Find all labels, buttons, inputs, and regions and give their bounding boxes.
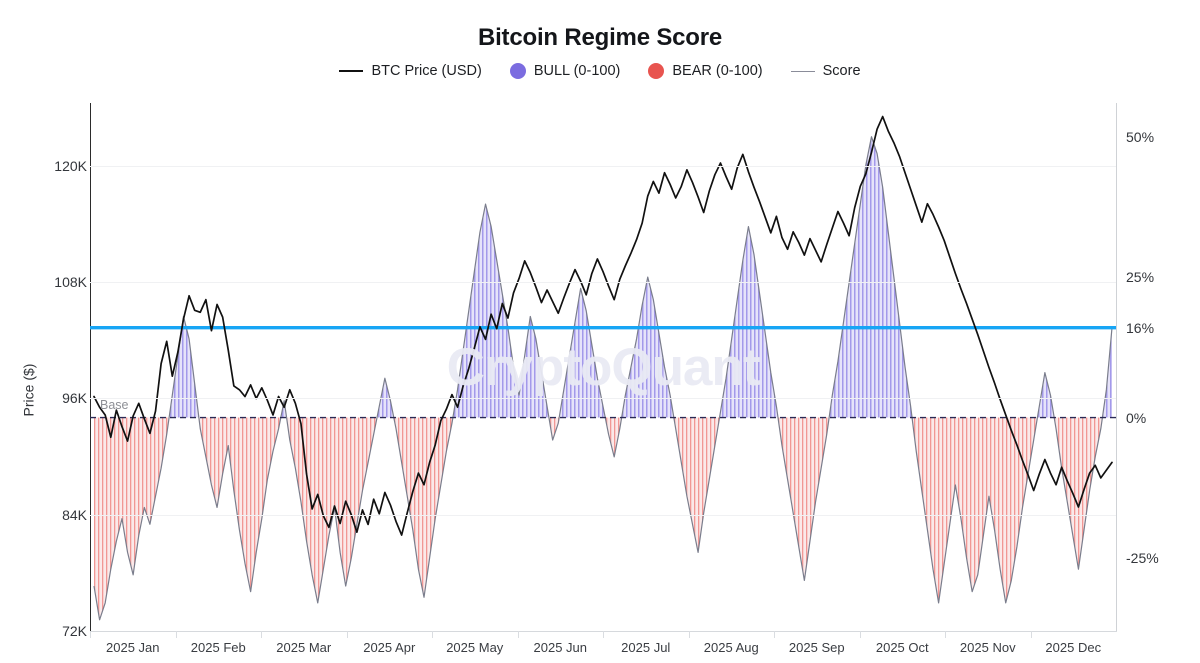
gridline: [90, 165, 1116, 167]
bull-area: [559, 288, 606, 418]
x-axis-tick-mark: [517, 631, 519, 638]
bull-area: [1102, 327, 1112, 418]
y-axis-left-tick-label: 72K: [62, 623, 87, 639]
y-axis-right-tick-label: -25%: [1126, 549, 1159, 566]
bear-area: [393, 417, 453, 598]
legend-item-btc-price[interactable]: BTC Price (USD): [339, 63, 482, 79]
plot-area: CryptoQuant: [90, 103, 1116, 631]
x-axis-tick-mark: [90, 631, 91, 638]
x-axis-tick-label: 2025 Sep: [788, 640, 845, 655]
x-axis-tick-mark: [432, 631, 433, 638]
x-axis-tick-label: 2025 Nov: [959, 640, 1016, 655]
dot-marker-icon: [648, 63, 665, 79]
y-axis-right-tick-label: 0%: [1126, 409, 1147, 426]
bear-area: [673, 417, 720, 553]
y-axis-right-tick-label: 16%: [1126, 319, 1155, 336]
bull-area: [719, 226, 778, 418]
x-axis-tick-label: 2025 May: [446, 640, 504, 655]
line-marker-icon: [790, 70, 815, 72]
bear-area: [1054, 417, 1103, 570]
chart-legend: BTC Price (USD) BULL (0-100) BEAR (0-100…: [0, 63, 1200, 79]
bull-area: [1037, 372, 1055, 418]
legend-label: BTC Price (USD): [371, 63, 482, 79]
y-axis-left-tick-label: 120K: [54, 157, 87, 174]
y-axis-right-tick-label: 50%: [1126, 128, 1155, 145]
y-axis-left-title: Price ($): [20, 363, 37, 417]
y-axis-left-tick-label: 108K: [54, 274, 87, 291]
line-marker-icon: [339, 70, 364, 72]
y-axis-left-tick-label: 96K: [62, 390, 87, 407]
y-axis-right-spine: [1116, 103, 1117, 631]
legend-label: BULL (0-100): [533, 63, 621, 79]
gridline: [90, 514, 1116, 516]
x-axis-tick-label: 2025 Jan: [106, 640, 160, 655]
gridline: [90, 398, 1116, 400]
x-axis-tick-mark: [945, 631, 946, 638]
score-line: [93, 136, 1113, 621]
chart-canvas: [90, 115, 1116, 621]
x-axis-tick-label: 2025 Oct: [875, 640, 929, 655]
x-axis-tick-mark: [261, 631, 262, 638]
gridline: [90, 282, 1116, 284]
legend-item-bull[interactable]: BULL (0-100): [509, 63, 621, 79]
x-axis-tick-mark: [774, 631, 775, 638]
x-axis-tick-mark: [688, 631, 690, 638]
x-axis-tick-label: 2025 Apr: [363, 640, 416, 655]
bear-area: [198, 417, 281, 592]
x-axis-tick-mark: [1030, 631, 1032, 638]
legend-label: BEAR (0-100): [672, 63, 763, 79]
x-axis-tick-label: 2025 Aug: [703, 640, 759, 655]
legend-item-score[interactable]: Score: [790, 63, 861, 79]
bear-area: [777, 417, 830, 581]
x-axis-tick-mark: [175, 631, 177, 638]
page-title: Bitcoin Regime Score: [477, 24, 723, 51]
x-axis-tick-label: 2025 Jun: [533, 640, 588, 655]
bull-area: [377, 378, 394, 418]
x-axis-tick-mark: [346, 631, 348, 638]
bear-area: [94, 417, 170, 620]
y-axis-left-spine: [90, 103, 91, 631]
x-axis-tick-label: 2025 Feb: [190, 640, 246, 655]
price-line: [93, 115, 1113, 536]
bear-area: [605, 417, 622, 457]
dot-marker-icon: [509, 63, 526, 79]
y-axis-left-tick-label: 84K: [62, 506, 87, 523]
x-axis-tick-label: 2025 Jul: [621, 640, 671, 655]
legend-label: Score: [822, 63, 861, 79]
baseline-annotation: Base: [100, 397, 129, 412]
bear-area: [912, 417, 1038, 603]
x-axis-tick-mark: [859, 631, 861, 638]
legend-item-bear[interactable]: BEAR (0-100): [648, 63, 763, 79]
x-axis-tick-label: 2025 Dec: [1045, 640, 1102, 655]
x-axis-tick-label: 2025 Mar: [276, 640, 332, 655]
bear-area: [548, 417, 560, 441]
y-axis-right-tick-label: 25%: [1126, 269, 1155, 286]
bull-area: [169, 316, 199, 418]
bull-area: [621, 277, 674, 418]
bull-area: [829, 136, 913, 418]
x-axis-tick-mark: [603, 631, 604, 638]
